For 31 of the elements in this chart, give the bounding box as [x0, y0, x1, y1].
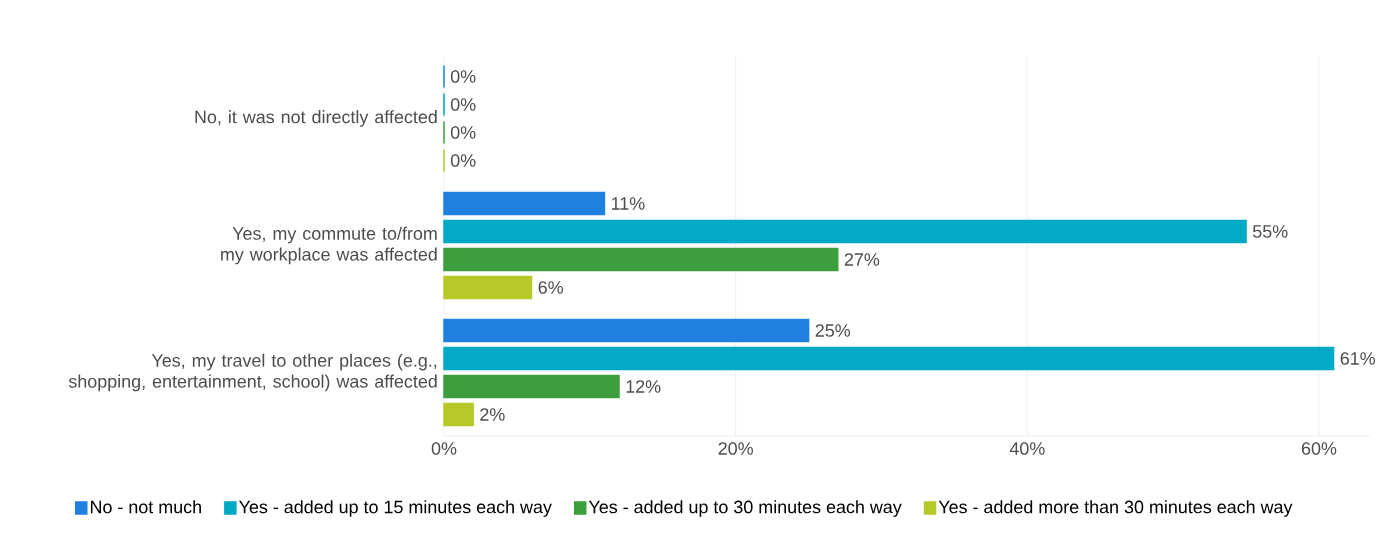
data-label: 0%: [450, 126, 476, 139]
data-label: 12%: [626, 380, 661, 393]
bar: [443, 346, 1335, 371]
legend-label: Yes - added more than 30 minutes each way: [938, 500, 1293, 517]
y-tick-label: No, it was not directly affected: [195, 110, 437, 127]
bar: [443, 219, 1247, 244]
data-label: 25%: [815, 324, 851, 337]
bar: [443, 275, 533, 300]
data-label: 11%: [611, 197, 645, 210]
x-tick-label: 20%: [718, 442, 753, 455]
x-tick-label: 40%: [1009, 442, 1045, 455]
legend-label: No - not much: [90, 500, 201, 514]
y-tick-label: Yes, my travel to other places (e.g., shopping, entertainment, school) was affected: [68, 353, 437, 392]
bar: [443, 402, 474, 427]
y-tick-label: Yes, my commute to/from my workplace was affected: [221, 226, 437, 265]
data-label: 27%: [844, 253, 880, 266]
bar: [443, 318, 810, 343]
data-label: 2%: [480, 408, 505, 421]
x-tick-label: 60%: [1301, 442, 1337, 455]
data-label: 0%: [450, 154, 476, 167]
bar: [443, 374, 620, 399]
data-label: 61%: [1340, 352, 1376, 365]
data-label: 0%: [450, 70, 476, 83]
data-label: 6%: [538, 281, 563, 294]
legend-label: Yes - added up to 30 minutes each way: [588, 500, 902, 517]
bar: [443, 247, 839, 272]
x-tick-label: 0%: [431, 442, 457, 455]
bar: [443, 191, 606, 216]
data-label: 0%: [450, 98, 476, 111]
legend-label: Yes - added up to 15 minutes each way: [238, 500, 552, 517]
data-label: 55%: [1252, 225, 1288, 238]
